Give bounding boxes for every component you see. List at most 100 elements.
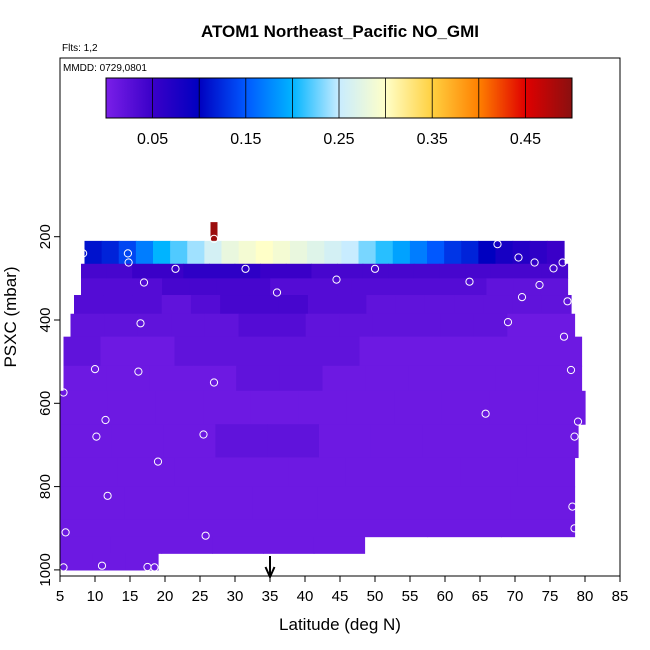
data-point [90, 365, 100, 374]
heatmap-cell [174, 336, 213, 367]
heatmap-cell [252, 486, 318, 521]
heatmap-cell [512, 240, 531, 265]
data-point [61, 528, 70, 537]
x-axis: 5 10 15 20 25 30 35 40 45 50 55 60 65 70 75 80 85 [56, 576, 628, 605]
heatmap-cell [362, 263, 389, 279]
heatmap-cell [427, 519, 502, 538]
chart-title: ATOM1 Northeast_Pacific NO_GMI [201, 22, 479, 41]
data-point [493, 240, 502, 249]
heatmap-cell [440, 313, 475, 338]
data-point [201, 531, 210, 540]
data-point [514, 253, 523, 262]
heatmap-cell [137, 313, 172, 338]
heatmap-cell [495, 240, 514, 265]
heatmap-cell [212, 536, 264, 554]
heatmap-cell [210, 222, 218, 241]
heatmap-cell [290, 240, 308, 265]
data-point [134, 367, 143, 376]
heatmap-cell [149, 365, 194, 392]
heatmap-cell [250, 390, 300, 425]
heatmap-cell [538, 365, 583, 392]
data-point [530, 258, 539, 267]
data-point [559, 332, 569, 341]
heatmap-cell [529, 240, 548, 265]
data-point [566, 365, 576, 375]
heatmap-cell [107, 390, 157, 425]
heatmap-cell [81, 278, 109, 296]
heatmap-cell [465, 263, 492, 279]
colorbar: 0.05 0.15 0.25 0.35 0.45 [105, 77, 573, 148]
heatmap-cell [358, 240, 377, 265]
heatmap-cell [221, 240, 240, 265]
data-point [549, 264, 558, 273]
heatmap-cell [544, 336, 583, 367]
heatmap-cell [60, 390, 109, 425]
data-point [199, 430, 208, 439]
heatmap-cell [60, 536, 112, 554]
heatmap-cell [501, 519, 576, 538]
heatmap-cell [155, 390, 204, 425]
data-point [92, 432, 101, 441]
data-point [573, 417, 583, 426]
heatmap-cell [409, 240, 428, 265]
heatmap-cell [378, 278, 406, 296]
x-tick-label: 55 [402, 588, 419, 605]
y-tick-label: 1000 [37, 553, 54, 586]
heatmap-cell [341, 240, 360, 265]
heatmap-cell [174, 457, 233, 488]
heatmap-cell [313, 536, 366, 554]
heatmap-cell [187, 240, 205, 265]
heatmap-cell [163, 424, 216, 459]
heatmap-cell [157, 263, 185, 279]
heatmap-cell [84, 240, 103, 265]
heatmap-cell [100, 336, 139, 367]
heatmap-cell [406, 313, 441, 338]
heatmap-cell [351, 278, 379, 296]
heatmap-cell [516, 263, 543, 279]
heatmap-cell [231, 457, 290, 488]
heatmap-cell [461, 240, 479, 265]
data-point [563, 297, 572, 306]
heatmap-cell [60, 486, 125, 521]
heatmap-cell [337, 263, 364, 279]
heatmap-cell [444, 240, 462, 265]
heatmap-cell [460, 457, 518, 488]
heatmap-cells [60, 222, 586, 571]
heatmap-cell [267, 424, 320, 459]
observation-points [59, 234, 583, 572]
heatmap-cell [474, 424, 527, 459]
heatmap-cell [526, 424, 579, 459]
heatmap-cell [307, 295, 338, 315]
heatmap-cell [298, 390, 347, 425]
data-point [503, 318, 513, 327]
arrow-head [264, 566, 276, 580]
x-tick-label: 60 [437, 588, 454, 605]
x-tick-label: 70 [507, 588, 524, 605]
heatmap-cell [372, 313, 408, 338]
heatmap-cell [81, 263, 108, 279]
date-note: MMDD: 0729,0801 [63, 63, 147, 74]
heatmap-cell [133, 519, 208, 538]
heatmap-cell [118, 240, 137, 265]
heatmap-cell [161, 295, 192, 315]
heatmap-cell [403, 457, 461, 488]
data-point [272, 288, 282, 297]
heatmap-cell [413, 263, 441, 279]
heatmap-cell [445, 486, 511, 521]
heatmap-cell [137, 336, 176, 367]
heatmap-cell [319, 424, 372, 459]
heatmap-cell [216, 278, 244, 296]
heatmap-cell [278, 295, 309, 315]
flights-note: Flts: 1,2 [62, 43, 98, 54]
x-tick-label: 20 [157, 588, 174, 605]
heatmap-cell [366, 295, 397, 315]
data-point [517, 293, 527, 302]
heatmap-cell [220, 295, 251, 315]
heatmap-cell [381, 486, 447, 521]
heatmap-cell [337, 295, 367, 315]
heatmap-cell [396, 336, 435, 367]
heatmap-cell [125, 553, 159, 571]
heatmap-cell [322, 336, 361, 367]
heatmap-cell [124, 486, 190, 521]
